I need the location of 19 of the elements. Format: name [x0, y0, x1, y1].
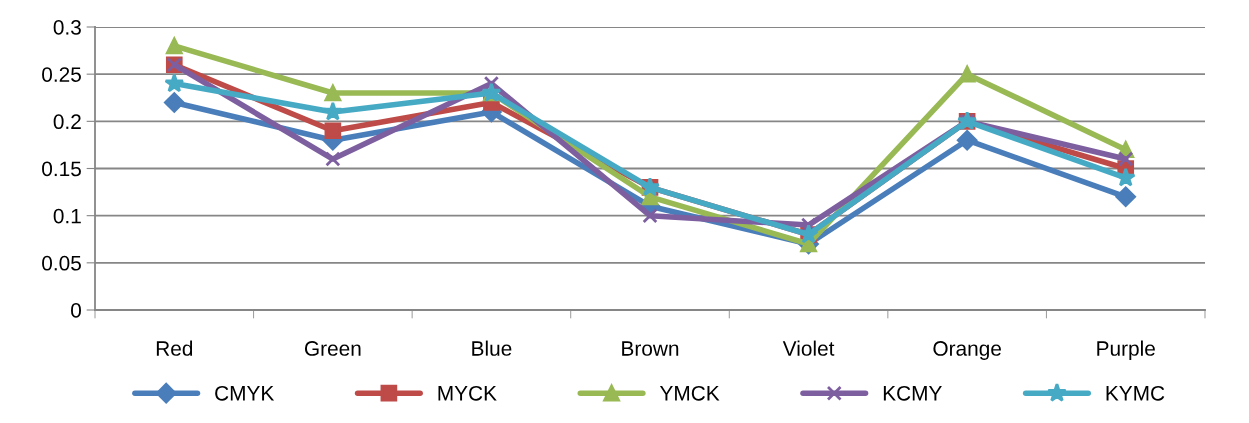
y-tick-label: 0.05 [42, 255, 81, 271]
legend-label: YMCK [659, 385, 720, 401]
x-tick-label: Red [156, 340, 193, 356]
x-tick-label: Brown [622, 341, 679, 356]
x-tick-label: Blue [472, 340, 512, 356]
x-tick-label: Orange [933, 341, 1001, 360]
y-tick-label: 0.2 [53, 114, 81, 130]
legend-label: KYMC [1106, 385, 1165, 401]
y-tick-label: 0.3 [53, 20, 81, 35]
y-tick-label: 0 [71, 303, 81, 318]
legend-label: MYCK [438, 385, 497, 401]
y-tick-label: 0.25 [42, 67, 81, 82]
legend-label: KCMY [883, 385, 942, 401]
y-tick-label: 0.15 [42, 161, 81, 177]
x-tick-label: Green [304, 341, 361, 356]
legend-label: CMYK [215, 385, 275, 401]
y-tick-label: 0.1 [53, 208, 81, 224]
x-tick-label: Purple [1097, 340, 1155, 360]
x-tick-label: Violet [782, 340, 835, 356]
